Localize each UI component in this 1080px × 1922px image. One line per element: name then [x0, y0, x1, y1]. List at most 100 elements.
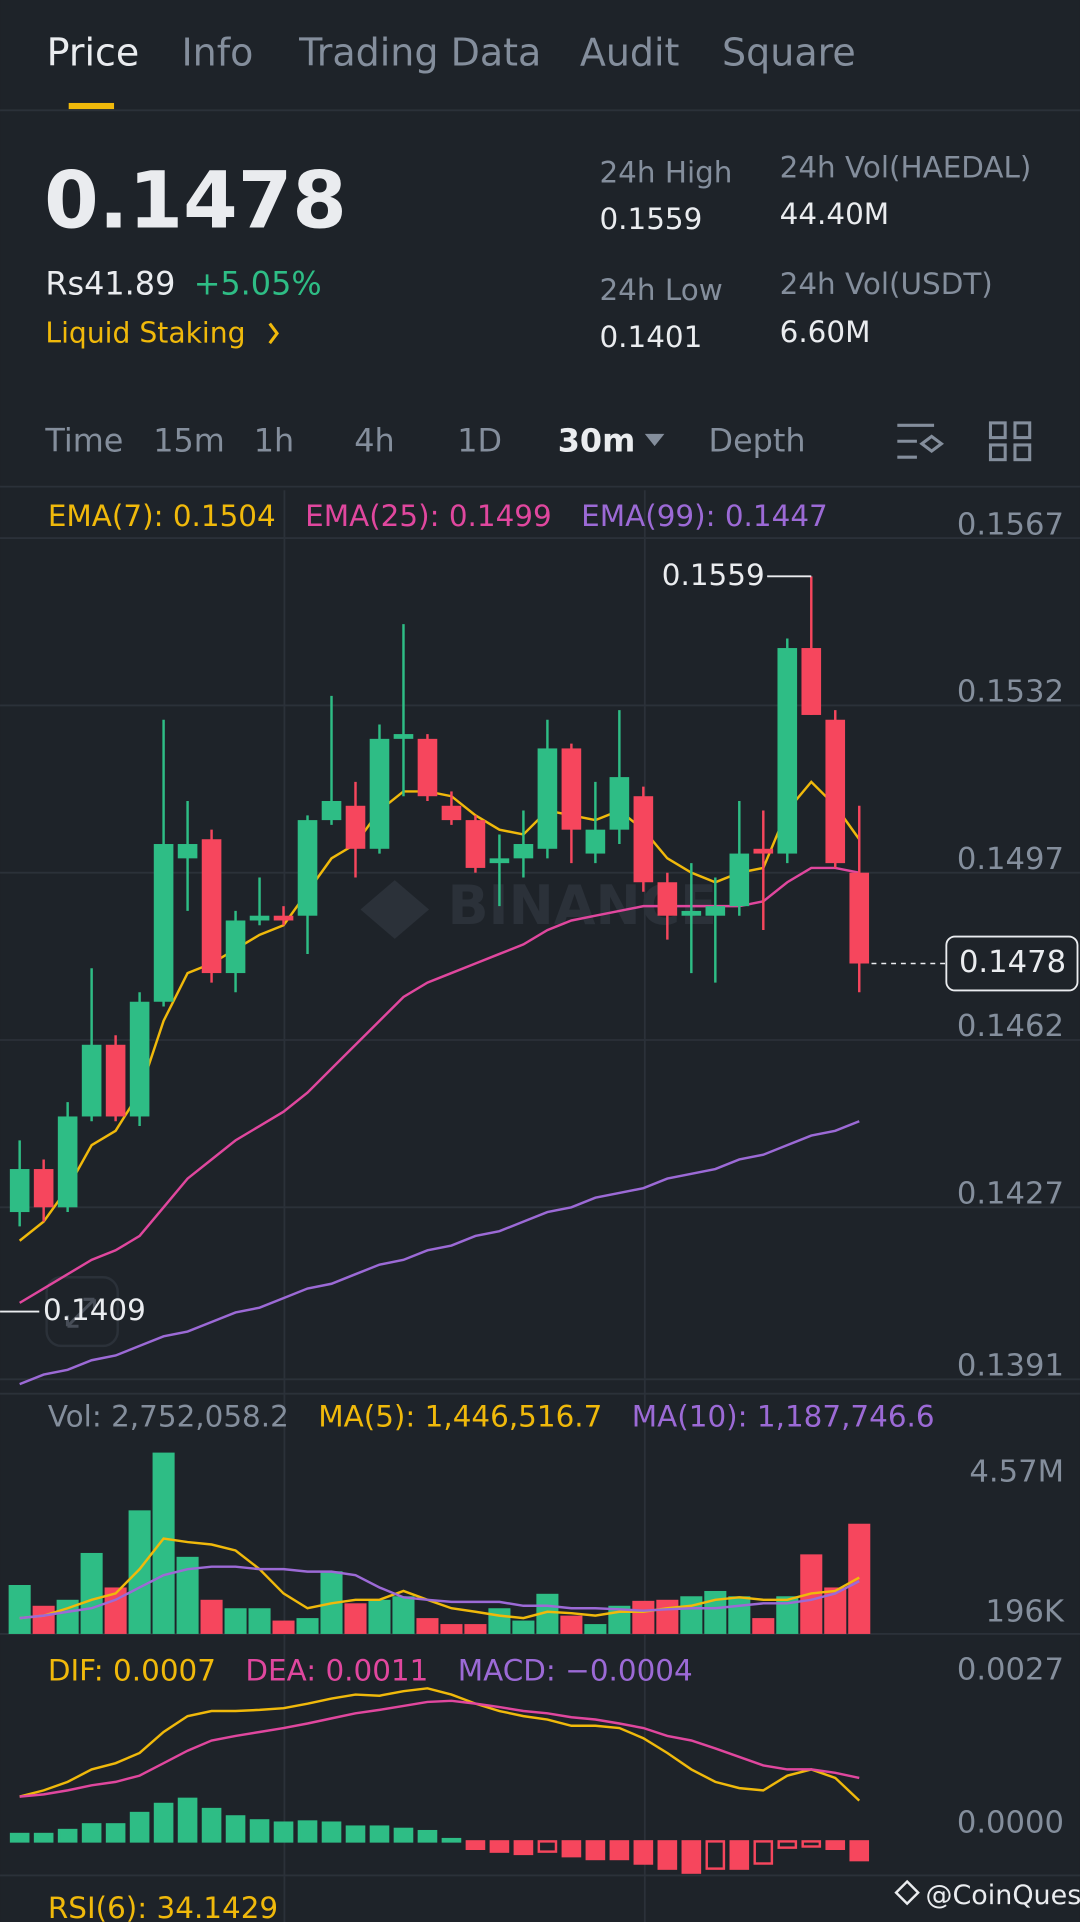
- volume-bar: [32, 1605, 55, 1634]
- macd-bar: [585, 1840, 606, 1861]
- low-label: 0.1409: [43, 1293, 146, 1327]
- volume-bar: [8, 1584, 31, 1634]
- interval[interactable]: 1h: [254, 422, 294, 460]
- interval[interactable]: 30m: [558, 422, 636, 460]
- candle-body: [177, 844, 198, 859]
- macd-bar: [729, 1840, 750, 1870]
- stat-label: 24h Vol(HAEDAL): [780, 151, 1032, 185]
- macd-bar: [345, 1825, 366, 1843]
- candle-body: [81, 1044, 102, 1117]
- volume-bar: [704, 1590, 727, 1634]
- candle-body: [849, 872, 870, 964]
- macd-bar: [57, 1828, 78, 1843]
- volume-bar: [680, 1596, 703, 1634]
- candle-body: [681, 910, 702, 916]
- macd-bar: [825, 1840, 846, 1851]
- volume-bar: [152, 1452, 175, 1634]
- expand-button[interactable]: [45, 1276, 119, 1348]
- candle-body: [441, 805, 462, 821]
- candle-body: [273, 915, 294, 921]
- volume-bar: [248, 1608, 271, 1634]
- volume-bar: [296, 1618, 319, 1634]
- interval[interactable]: Depth: [709, 422, 806, 460]
- macd-bar: [9, 1832, 30, 1843]
- candle-body: [417, 738, 438, 797]
- macd-bar: [33, 1832, 54, 1843]
- volume-bar: [128, 1510, 151, 1634]
- macd-bar: [369, 1825, 390, 1843]
- volume-bar: [176, 1556, 199, 1634]
- candle-body: [537, 748, 558, 849]
- interval[interactable]: 1D: [457, 422, 502, 460]
- indicator-line: [19, 1565, 860, 1620]
- candle-body: [297, 820, 318, 916]
- legend-entry: MA(10): 1,187,746.6: [632, 1400, 935, 1434]
- indicator-line: [19, 1699, 860, 1798]
- macd-bar: [465, 1840, 486, 1851]
- volume-bar: [824, 1587, 847, 1634]
- macd-bar: [633, 1840, 654, 1865]
- tab[interactable]: Square: [722, 31, 856, 75]
- settings-icon[interactable]: [897, 423, 944, 459]
- candle-body: [513, 844, 534, 859]
- tab[interactable]: Info: [181, 31, 253, 75]
- volume-bar: [272, 1620, 295, 1634]
- y-tick-label: 0.0000: [957, 1806, 1064, 1841]
- interval[interactable]: Time: [44, 422, 123, 460]
- legend-entry: DIF: 0.0007: [48, 1653, 216, 1687]
- macd-bar: [705, 1840, 726, 1870]
- candle-body: [705, 906, 726, 916]
- interval[interactable]: 15m: [153, 422, 225, 460]
- volume-bar: [200, 1599, 223, 1634]
- candle-body: [249, 915, 270, 921]
- y-tick-label: 0.1391: [957, 1349, 1064, 1384]
- candle-body: [609, 777, 630, 830]
- macd-bar: [321, 1821, 342, 1843]
- macd-bar: [417, 1829, 438, 1843]
- legend-entry: MA(5): 1,446,516.7: [318, 1400, 602, 1434]
- expand-icon: [65, 1297, 96, 1328]
- credit-icon: [894, 1879, 920, 1906]
- macd-bar: [249, 1819, 270, 1843]
- legend-entry: DEA: 0.0011: [245, 1653, 428, 1687]
- interval[interactable]: 4h: [354, 422, 394, 460]
- volume-bar: [104, 1587, 127, 1634]
- stat-value: 0.1559: [599, 202, 702, 236]
- stat-label: 24h High: [599, 156, 732, 190]
- y-tick-label: 0.1532: [957, 675, 1064, 710]
- indicator-line: [19, 1687, 861, 1802]
- y-tick-label: 0.1462: [957, 1009, 1064, 1044]
- chevron: [268, 322, 279, 345]
- tab[interactable]: Trading Data: [298, 31, 541, 75]
- tag-link[interactable]: Liquid Staking: [45, 317, 245, 350]
- indicator-line: [18, 780, 861, 1242]
- candle-body: [753, 848, 774, 854]
- candle-body: [129, 1001, 150, 1117]
- macd-bar: [297, 1820, 318, 1843]
- dropdown-arrow[interactable]: [644, 433, 665, 447]
- macd-bar: [777, 1840, 798, 1849]
- legend-entry: Vol: 2,752,058.2: [48, 1400, 289, 1434]
- legend-entry: EMA(25): 0.1499: [305, 499, 552, 533]
- last-price-badge: [945, 935, 1079, 992]
- tab[interactable]: Price: [47, 31, 140, 75]
- volume-bar: [752, 1618, 775, 1634]
- volume-bar: [656, 1599, 679, 1634]
- volume-bar: [368, 1599, 391, 1634]
- y-tick-label: 196K: [985, 1595, 1064, 1630]
- macd-bar: [537, 1840, 558, 1853]
- volume-bar: [224, 1608, 247, 1634]
- candle-body: [393, 734, 414, 739]
- macd-bar: [753, 1840, 774, 1865]
- candle-body: [585, 829, 606, 854]
- macd-bar: [561, 1840, 582, 1858]
- candle-body: [657, 882, 678, 916]
- candle-body: [465, 820, 486, 868]
- layout-icon[interactable]: [988, 421, 1032, 462]
- candle-body: [729, 853, 750, 907]
- watermark-logo: [360, 880, 430, 939]
- stat-label: 24h Low: [599, 273, 722, 307]
- tab[interactable]: Audit: [580, 31, 680, 75]
- candle-body: [345, 805, 366, 849]
